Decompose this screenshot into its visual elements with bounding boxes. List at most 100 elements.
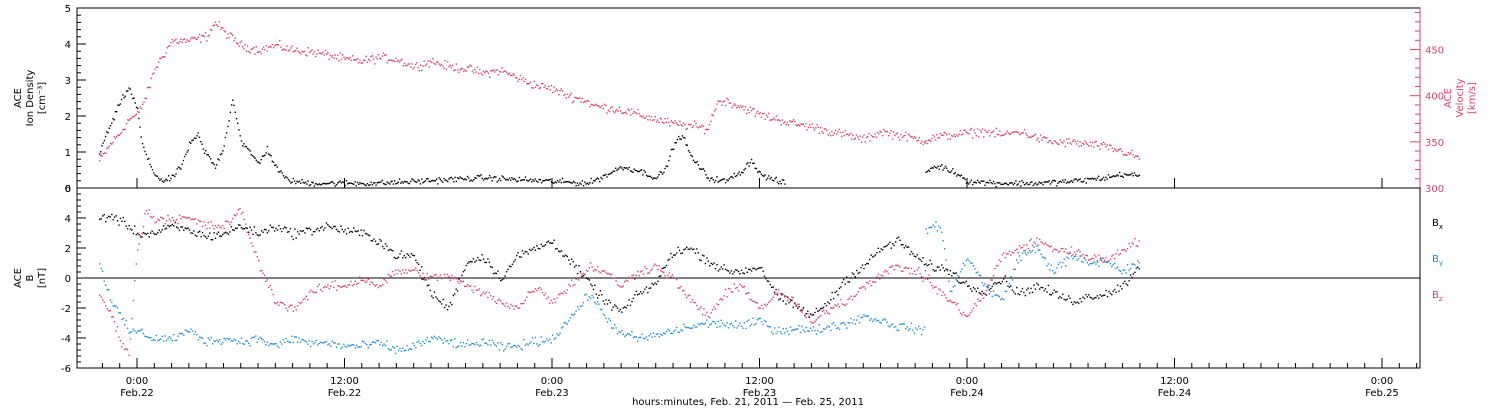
field-point-bz: [459, 280, 462, 282]
field-point-by: [1076, 259, 1078, 261]
density-point: [1095, 179, 1097, 181]
density-point: [447, 180, 449, 183]
density-point: [729, 176, 732, 178]
velocity-point: [650, 116, 653, 118]
density-point: [183, 155, 186, 158]
field-point-by: [397, 349, 400, 352]
field-point-bz: [1052, 250, 1054, 252]
field-point-by: [516, 346, 518, 348]
field-point-by: [520, 348, 522, 350]
field-point-by: [260, 337, 263, 340]
field-point-by: [199, 336, 201, 338]
field-point-by: [410, 348, 413, 350]
velocity-point: [233, 39, 235, 42]
field-point-bz: [951, 301, 953, 303]
density-point: [678, 135, 680, 138]
field-point-bz: [180, 218, 182, 220]
field-point-bz: [975, 305, 977, 307]
velocity-point: [228, 36, 230, 39]
density-point: [138, 117, 140, 120]
velocity-point: [953, 133, 955, 136]
velocity-point: [235, 42, 238, 44]
velocity-point: [590, 103, 592, 106]
field-point-bx: [1088, 294, 1090, 296]
field-point-by: [321, 342, 323, 344]
field-point-bx: [762, 270, 764, 272]
field-point-by: [562, 326, 564, 328]
density-point: [975, 182, 977, 184]
density-point: [266, 145, 269, 148]
field-point-bz: [814, 320, 816, 323]
field-point-by: [910, 322, 913, 324]
velocity-point: [500, 71, 502, 73]
velocity-point: [369, 60, 371, 62]
field-point-bx: [797, 307, 799, 309]
velocity-point: [447, 61, 449, 63]
density-point: [365, 184, 367, 187]
velocity-point: [1010, 133, 1012, 135]
field-point-bz: [952, 302, 954, 304]
field-point-by: [485, 342, 488, 344]
field-point-by: [818, 324, 820, 326]
density-point: [490, 176, 492, 179]
density-point: [267, 153, 270, 155]
velocity-point: [778, 119, 780, 121]
field-point-by: [618, 331, 620, 333]
density-point: [272, 161, 275, 163]
field-point-by: [678, 331, 681, 334]
field-point-bz: [942, 291, 944, 293]
velocity-point: [474, 69, 476, 71]
density-point: [713, 181, 716, 184]
velocity-point: [833, 132, 835, 134]
field-point-bx: [330, 226, 332, 228]
velocity-point: [307, 47, 309, 49]
density-point: [356, 181, 359, 184]
field-point-by: [152, 338, 155, 341]
field-point-bx: [714, 267, 717, 270]
density-point: [1115, 175, 1117, 177]
density-point: [224, 136, 227, 139]
velocity-point: [611, 106, 613, 108]
field-point-by: [314, 341, 316, 344]
field-point-bz: [929, 281, 932, 284]
field-point-by: [714, 323, 717, 325]
density-point: [657, 176, 659, 178]
field-point-bx: [301, 230, 303, 233]
density-point: [749, 162, 751, 164]
density-point: [1101, 178, 1103, 180]
field-point-bz: [497, 299, 499, 301]
field-point-bx: [1005, 280, 1008, 283]
density-point: [366, 183, 369, 185]
field-point-bz: [762, 307, 764, 310]
velocity-point: [948, 133, 950, 135]
field-point-bz: [298, 301, 300, 304]
field-point-bx: [753, 267, 756, 270]
velocity-point: [964, 129, 966, 132]
field-point-bx: [893, 244, 895, 247]
field-point-by: [288, 341, 290, 343]
velocity-point: [1078, 145, 1080, 148]
velocity-point: [602, 108, 605, 110]
field-point-by: [259, 336, 261, 339]
field-point-bz: [370, 281, 372, 283]
field-point-bx: [260, 230, 263, 232]
field-point-bx: [658, 275, 660, 278]
field-point-bx: [697, 252, 699, 254]
field-point-bz: [317, 285, 319, 288]
field-point-bz: [592, 270, 595, 272]
field-point-bz: [984, 293, 986, 295]
density-point: [1121, 175, 1123, 177]
field-point-bz: [848, 297, 851, 299]
field-point-bx: [978, 292, 980, 294]
field-point-bz: [230, 221, 233, 223]
field-point-by: [1021, 252, 1024, 254]
field-point-bz: [956, 302, 959, 305]
velocity-point: [291, 45, 293, 47]
field-point-by: [1065, 265, 1067, 267]
field-point-bx: [354, 230, 356, 232]
field-point-bz: [1018, 245, 1021, 247]
field-point-by: [173, 333, 175, 336]
velocity-point: [724, 104, 727, 107]
field-point-bz: [452, 278, 454, 280]
